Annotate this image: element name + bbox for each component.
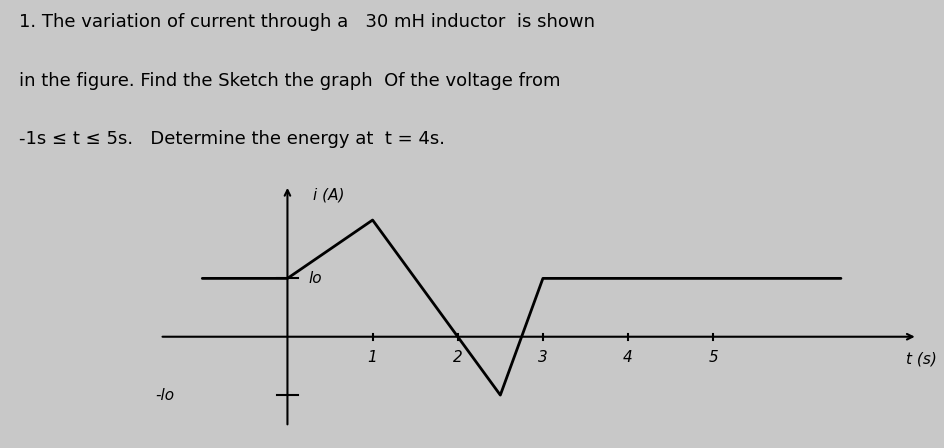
- Text: t (s): t (s): [905, 351, 936, 366]
- Text: 1. The variation of current through a   30 mH inductor  is shown: 1. The variation of current through a 30…: [19, 13, 595, 31]
- Text: 5: 5: [708, 349, 717, 365]
- Text: i (A): i (A): [312, 188, 345, 203]
- Text: in the figure. Find the Sketch the graph  Of the voltage from: in the figure. Find the Sketch the graph…: [19, 72, 560, 90]
- Text: 1: 1: [367, 349, 377, 365]
- Text: -1s ≤ t ≤ 5s.   Determine the energy at  t = 4s.: -1s ≤ t ≤ 5s. Determine the energy at t …: [19, 130, 445, 148]
- Text: 3: 3: [537, 349, 548, 365]
- Text: lo: lo: [309, 271, 322, 286]
- Text: 2: 2: [452, 349, 463, 365]
- Text: -lo: -lo: [156, 388, 175, 403]
- Text: 4: 4: [622, 349, 632, 365]
